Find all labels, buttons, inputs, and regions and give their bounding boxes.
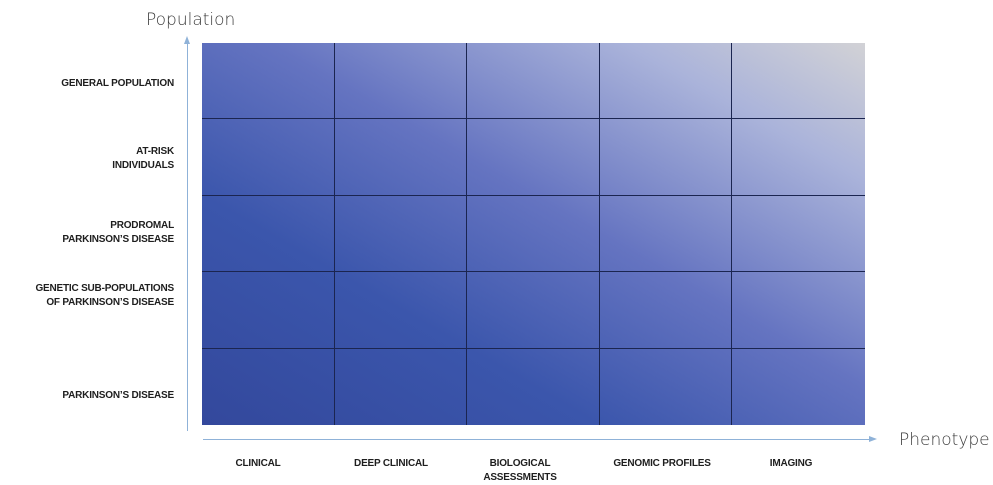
grid-cell — [732, 196, 865, 273]
col-label-deep-clinical: DEEP CLINICAL — [326, 457, 456, 471]
grid-cell — [334, 272, 468, 349]
grid-cell — [599, 43, 733, 120]
col-label-biological-assessments: BIOLOGICAL ASSESSMENTS — [455, 457, 585, 485]
grid-cell — [599, 119, 733, 196]
grid-cell — [202, 119, 335, 196]
row-label-parkinsons-disease: PARKINSON’S DISEASE — [0, 389, 174, 403]
y-axis-arrow-icon — [184, 36, 190, 44]
grid-cell — [599, 272, 733, 349]
row-label-line: INDIVIDUALS — [112, 160, 174, 171]
grid-cell — [202, 195, 335, 273]
grid-cell — [732, 272, 865, 349]
grid-cell — [467, 348, 600, 425]
x-axis-line — [203, 439, 870, 440]
row-label-line: PARKINSON’S DISEASE — [62, 390, 174, 401]
col-label-line: ASSESSMENTS — [483, 472, 557, 483]
row-label-prodromal: PRODROMAL PARKINSON’S DISEASE — [0, 219, 174, 247]
row-label-line: AT-RISK — [136, 146, 174, 157]
col-label-clinical: CLINICAL — [193, 457, 323, 471]
grid-cell — [202, 272, 335, 349]
row-label-line: GENETIC SUB-POPULATIONS — [35, 283, 174, 294]
grid-cell — [202, 348, 335, 425]
col-label-line: BIOLOGICAL — [489, 458, 551, 469]
grid-cell — [334, 119, 468, 196]
grid-cell — [467, 195, 600, 273]
row-label-line: PRODROMAL — [110, 220, 174, 231]
y-axis-title: Population — [146, 10, 236, 30]
col-label-imaging: IMAGING — [726, 457, 856, 471]
grid-cell — [599, 195, 733, 273]
grid-cell — [467, 272, 600, 349]
x-axis-arrow-icon — [869, 436, 877, 442]
grid-cell — [335, 348, 468, 425]
grid-cell — [732, 43, 865, 120]
row-label-line: PARKINSON’S DISEASE — [62, 234, 174, 245]
col-label-line: CLINICAL — [235, 458, 281, 469]
grid-cell — [467, 119, 600, 196]
row-label-line: GENERAL POPULATION — [61, 78, 174, 89]
grid-cell — [334, 195, 468, 273]
col-label-line: GENOMIC PROFILES — [613, 458, 711, 469]
grid-cell — [732, 119, 865, 196]
row-label-at-risk-individuals: AT-RISK INDIVIDUALS — [0, 145, 174, 173]
grid-cell — [334, 43, 468, 120]
row-label-line: OF PARKINSON’S DISEASE — [46, 297, 174, 308]
grid-cell — [467, 43, 600, 120]
x-axis-title: Phenotype — [899, 430, 990, 450]
grid-cell — [600, 348, 733, 425]
y-axis-line — [187, 44, 188, 431]
col-label-genomic-profiles: GENOMIC PROFILES — [597, 457, 727, 471]
row-label-genetic-sub-populations: GENETIC SUB-POPULATIONS OF PARKINSON’S D… — [0, 282, 174, 310]
row-label-general-population: GENERAL POPULATION — [0, 77, 174, 91]
grid-cell — [202, 43, 335, 120]
population-phenotype-grid — [202, 43, 865, 425]
col-label-line: IMAGING — [769, 458, 813, 469]
grid-cell — [732, 349, 865, 425]
col-label-line: DEEP CLINICAL — [354, 458, 428, 469]
